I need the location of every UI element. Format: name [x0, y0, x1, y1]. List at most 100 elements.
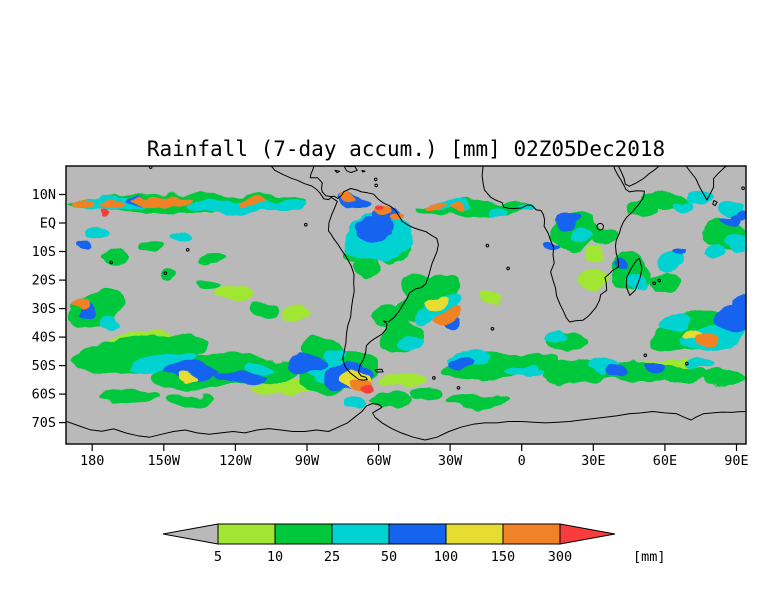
- rain-cell: [486, 205, 510, 218]
- coastline-falklands: [374, 368, 384, 373]
- rain-cell: [99, 210, 109, 216]
- rain-cell: [724, 235, 746, 251]
- island-dot: [432, 376, 436, 380]
- island-dot: [373, 177, 378, 182]
- rain-cell: [397, 335, 422, 350]
- colorbar-tick-label: 25: [324, 549, 340, 565]
- rain-cell: [555, 210, 570, 219]
- rain-cell: [626, 201, 656, 216]
- rain-cell: [73, 298, 88, 310]
- coastline-jamaica: [334, 169, 341, 174]
- rain-cell: [342, 193, 358, 202]
- rain-cell: [686, 359, 715, 372]
- island-dot: [490, 327, 495, 331]
- island-dot: [506, 266, 510, 271]
- rain-cell: [428, 201, 448, 211]
- rain-cell: [249, 301, 279, 316]
- rain-cell: [216, 285, 255, 303]
- rain-cell: [187, 198, 284, 213]
- island-dot: [163, 271, 168, 276]
- rain-cell: [342, 397, 367, 409]
- rain-cell: [660, 314, 689, 332]
- rain-cell: [435, 305, 461, 326]
- rain-cell: [199, 251, 224, 263]
- rain-cell: [729, 297, 746, 315]
- rain-cell: [669, 247, 684, 256]
- rain-cell: [85, 224, 109, 239]
- lat-tick-label: 30S: [32, 301, 56, 317]
- colorbar-segment: [217, 523, 276, 545]
- lon-tick-label: 0: [518, 453, 526, 469]
- rain-cell: [197, 280, 222, 292]
- rain-field: [68, 191, 746, 409]
- rain-cell: [703, 245, 723, 258]
- rain-cell: [163, 394, 212, 406]
- rain-cell: [240, 197, 264, 206]
- island-dot: [652, 281, 656, 286]
- rain-cell: [481, 292, 505, 308]
- rain-cell: [163, 362, 222, 380]
- plot-title: Rainfall (7-day accum.) [mm] 02Z05Dec201…: [147, 137, 665, 161]
- rain-cell: [694, 332, 717, 345]
- island-dot: [643, 353, 648, 358]
- colorbar-segment: [388, 523, 447, 545]
- island-dot: [485, 243, 490, 248]
- lat-tick-label: 50S: [32, 358, 56, 374]
- lon-tick-label: 90W: [295, 453, 320, 469]
- rain-cell: [400, 271, 429, 295]
- colorbar-tick-label: 10: [267, 549, 283, 565]
- rain-cell: [273, 200, 307, 212]
- colorbar-tick-label: 5: [214, 549, 222, 565]
- lat-tick-label: 70S: [32, 415, 56, 431]
- rain-cell: [657, 251, 682, 269]
- rain-cell: [570, 230, 593, 245]
- rain-cell: [99, 200, 128, 209]
- rain-cell: [582, 250, 604, 265]
- rain-cell: [548, 331, 567, 343]
- lon-tick-label: 30W: [438, 453, 463, 469]
- rain-cell: [393, 271, 459, 323]
- coastline-india: [685, 166, 728, 201]
- coastlines-layer: [66, 166, 746, 441]
- colorbar-tick-label: 50: [381, 549, 397, 565]
- latitude-axis: 10N EQ 10S 20S 30S 40S 50S 60S 70S: [32, 187, 66, 431]
- rain-cell: [138, 240, 165, 252]
- lat-tick-label: 10S: [32, 244, 56, 260]
- rain-cell: [614, 260, 630, 272]
- island-dot: [374, 183, 379, 188]
- lon-tick-label: 30E: [581, 453, 605, 469]
- rain-cell: [389, 213, 406, 222]
- rain-cell: [660, 369, 708, 385]
- rain-cell: [648, 268, 682, 292]
- island-dot: [185, 248, 190, 252]
- rain-cell: [544, 241, 557, 251]
- rain-cell: [686, 191, 715, 204]
- coastline-sri_lanka: [712, 200, 718, 207]
- coastline-madagascar: [626, 257, 643, 296]
- rain-cell: [505, 365, 539, 377]
- island-dot: [148, 166, 153, 169]
- island-dot: [657, 278, 662, 283]
- rain-cell: [245, 359, 269, 372]
- colorbar-tick-label: 150: [491, 549, 515, 565]
- lake-outline: [596, 222, 605, 231]
- colorbar-arrow-right: [559, 523, 616, 545]
- rain-cell: [625, 274, 647, 292]
- coastline-puerto_rico: [361, 169, 366, 173]
- lat-tick-label: EQ: [40, 216, 56, 232]
- map-frame: [65, 165, 747, 445]
- longitude-axis: 180 150W 120W 90W 60W 30W 0 30E 60E 90E: [80, 444, 749, 469]
- lon-tick-label: 150W: [148, 453, 181, 469]
- lon-tick-label: 60W: [366, 453, 391, 469]
- lon-tick-label: 180: [80, 453, 104, 469]
- coastline-antarctica: [66, 403, 746, 441]
- lon-tick-label: 120W: [219, 453, 252, 469]
- rain-cell: [178, 372, 198, 382]
- rain-cell: [98, 391, 158, 403]
- colorbar: 5 10 25 50 100 150 300: [162, 523, 616, 565]
- rain-cell: [285, 355, 329, 376]
- rain-cell: [280, 305, 310, 323]
- rain-cell: [731, 210, 746, 219]
- lat-tick-label: 10N: [32, 187, 56, 203]
- rain-cell: [722, 215, 742, 228]
